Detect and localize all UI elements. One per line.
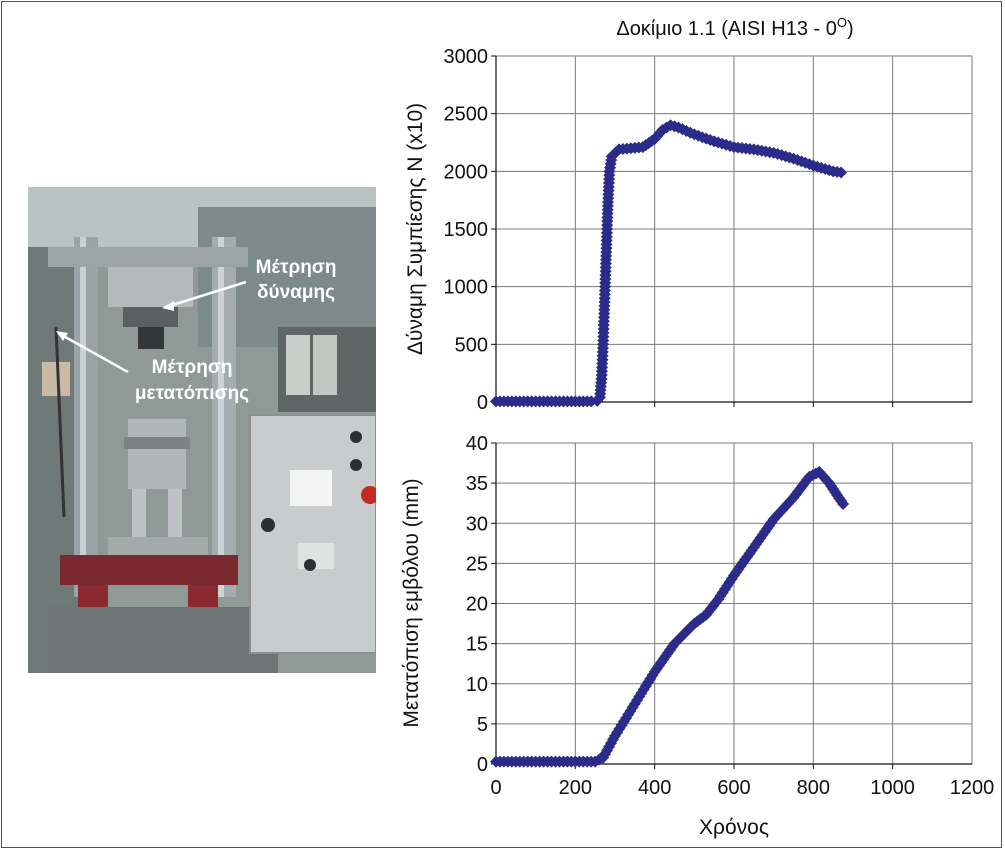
force-series [490,119,848,408]
displacement-series [490,465,850,768]
force-data-point [835,166,848,179]
displacement-gridlines [496,443,972,769]
displacement-x-tick-label: 800 [797,777,830,799]
displacement-x-tick-label: 1000 [870,777,915,799]
force-y-axis-label: Δύναμη Συμπίεσης Ν (x10) [404,103,427,355]
callout-displacement-line2: μετατόπισης [135,383,249,404]
displacement-x-tick-label: 600 [717,777,750,799]
force-chart: 0 500 1000 1500 2000 2500 3000 Δύναμη Συμπίεση… [404,46,973,414]
displacement-x-tick-label: 1200 [950,777,995,799]
force-gridlines [496,56,972,407]
displacement-y-tick-label: 5 [477,714,488,736]
displacement-data-point [837,497,850,510]
force-y-tick-label: 1500 [444,219,489,241]
displacement-y-tick-label: 25 [466,553,488,575]
force-y-tick-label: 2000 [444,161,489,183]
displacement-y-tick-label: 10 [466,674,488,696]
force-y-tick-label: 500 [455,334,488,356]
callout-force-line1: Μέτρηση [256,257,337,278]
figure-title: Δοκίμιο 1.1 (AISI H13 - 0O) [616,15,853,40]
callout-displacement-line1: Μέτρηση [152,357,233,378]
displacement-chart: 0 5 10 15 20 25 30 35 40 0 200 400 600 800 1000 1200 Μ… [400,433,994,839]
displacement-y-tick-label: 30 [466,513,488,535]
figure-title-degree: O [837,15,847,30]
displacement-x-tick-label: 400 [638,777,671,799]
displacement-x-axis-label: Χρόνος [699,816,769,839]
force-y-tick-label: 3000 [444,46,489,68]
testing-machine-photo: Μέτρηση δύναμης Μέτρηση μετατόπισης [28,187,376,673]
displacement-x-tick-label: 0 [490,777,501,799]
displacement-y-axis-label: Μετατόπιση εμβόλου (mm) [400,478,423,727]
callout-force-line2: δύναμης [257,282,335,303]
displacement-y-tick-label: 20 [466,594,488,616]
force-y-tick-label: 2500 [444,104,489,126]
displacement-x-tick-label: 200 [559,777,592,799]
displacement-y-tick-label: 35 [466,473,488,495]
displacement-y-tick-labels: 0 5 10 15 20 25 30 35 40 [466,433,496,776]
force-y-tick-label: 1000 [444,277,489,299]
displacement-y-tick-label: 40 [466,433,488,455]
force-y-tick-label: 0 [477,392,488,414]
displacement-y-tick-label: 0 [477,754,488,776]
force-y-tick-labels: 0 500 1000 1500 2000 2500 3000 [444,46,496,414]
figure-title-main: Δοκίμιο 1.1 (AISI H13 - 0 [616,18,837,40]
displacement-x-tick-labels: 0 200 400 600 800 1000 1200 [490,777,994,799]
testing-machine-illustration: Μέτρηση δύναμης Μέτρηση μετατόπισης [28,187,376,673]
force-data-point [656,123,669,136]
displacement-y-tick-label: 15 [466,634,488,656]
figure-title-close: ) [847,18,854,40]
